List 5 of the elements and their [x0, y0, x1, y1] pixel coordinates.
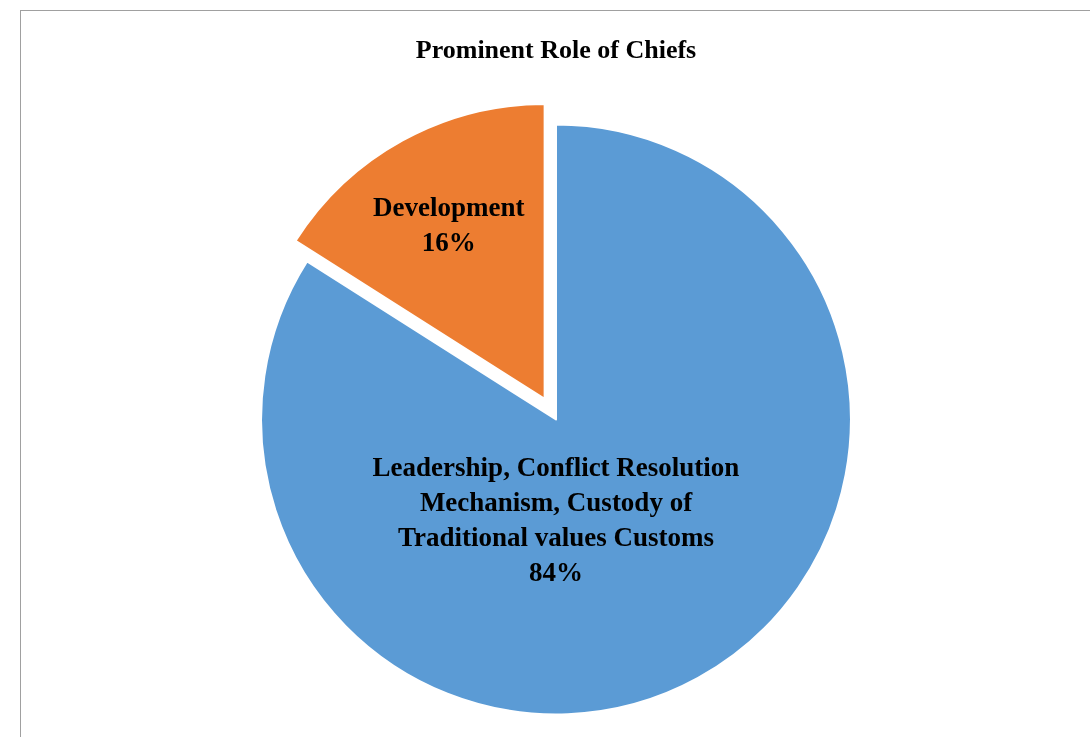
chart-title: Prominent Role of Chiefs: [415, 35, 697, 65]
slice-label: Leadership, Conflict Resolution Mechanism, Custody of Traditional values Customs: [372, 451, 740, 552]
data-label: 84%: [529, 556, 583, 587]
data-label: 16%: [421, 226, 476, 257]
slice-label: Development: [373, 191, 525, 222]
